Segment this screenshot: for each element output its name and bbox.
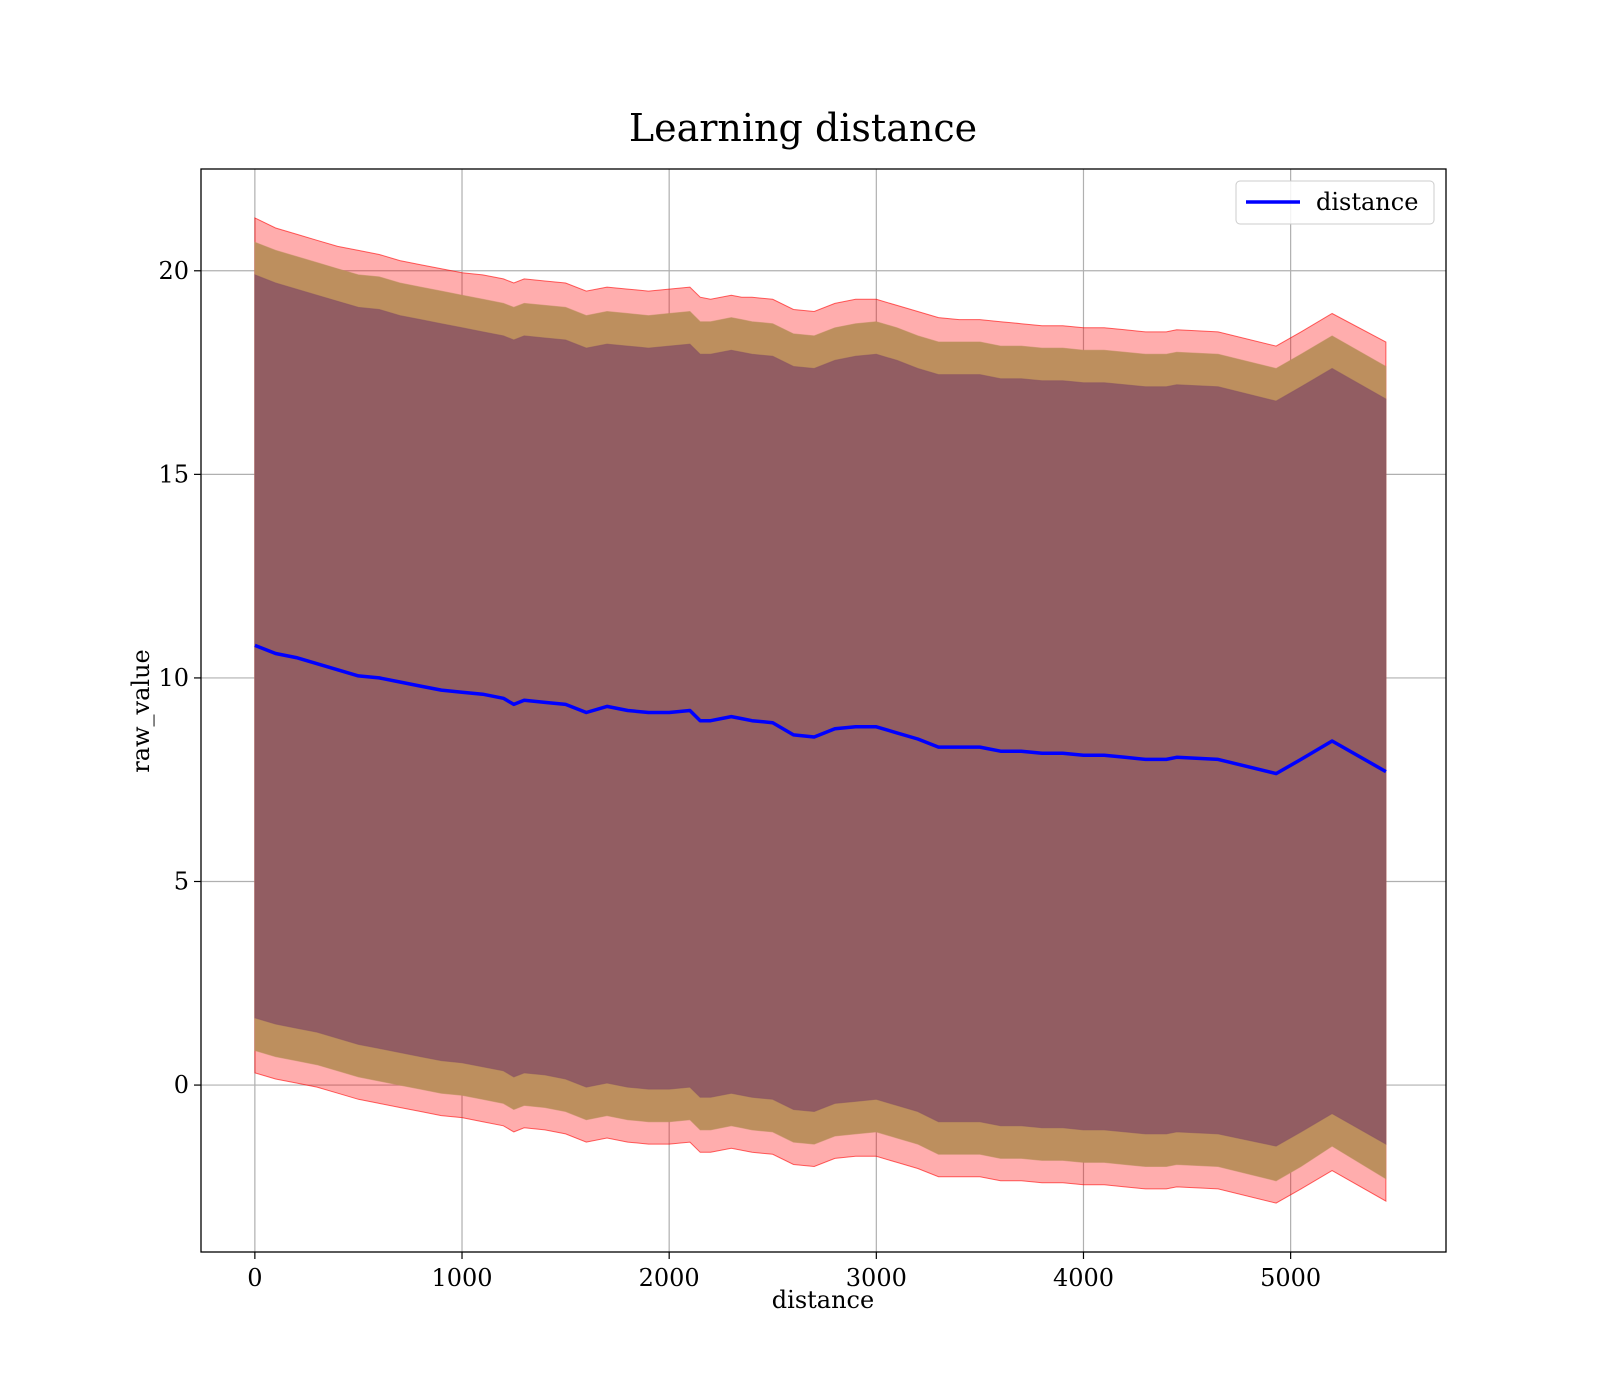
x-tick-label: 3000 <box>846 1264 907 1292</box>
series-lines <box>254 643 1387 776</box>
series-line-distance <box>254 643 1387 776</box>
band-inner <box>254 274 1387 1147</box>
chart-title: Learning distance <box>629 106 977 150</box>
x-tick-label: 5000 <box>1260 1264 1321 1292</box>
x-tick-label: 0 <box>247 1264 262 1292</box>
x-tick-label: 4000 <box>1053 1264 1114 1292</box>
plot-frame <box>200 168 1447 1253</box>
x-tick-label: 1000 <box>431 1264 492 1292</box>
confidence-bands <box>254 217 1387 1204</box>
y-tick-label: 0 <box>174 1071 189 1099</box>
axis-ticks: 0 1000 2000 3000 4000 5000 0 5 10 15 20 <box>158 257 1321 1292</box>
legend-label-distance: distance <box>1316 188 1418 216</box>
x-tick-label: 2000 <box>639 1264 700 1292</box>
legend-box <box>1235 180 1435 225</box>
x-axis-label: distance <box>772 1286 874 1314</box>
y-tick-label: 15 <box>158 460 189 488</box>
y-tick-label: 20 <box>158 257 189 285</box>
legend: distance <box>1235 180 1435 225</box>
y-tick-label: 5 <box>174 868 189 896</box>
y-tick-label: 10 <box>158 664 189 692</box>
y-axis-label: raw_value <box>127 649 155 773</box>
